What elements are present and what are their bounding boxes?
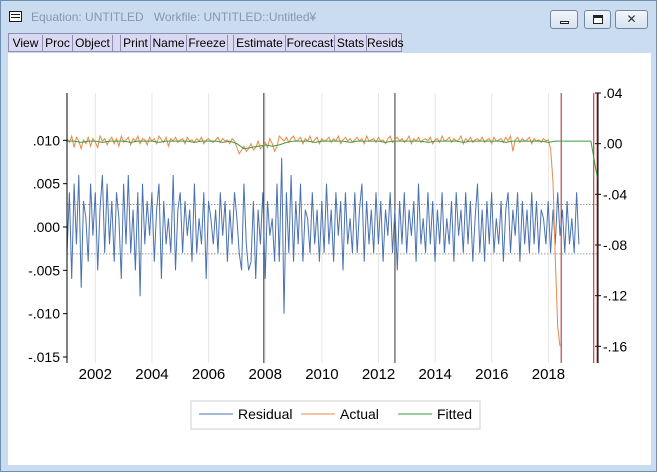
x-axis-tick-label: 2008 <box>249 366 282 383</box>
maximize-icon <box>593 15 603 24</box>
title-bar[interactable]: Equation: UNTITLED Workfile: UNTITLED::U… <box>1 1 656 32</box>
x-axis-tick-label: 2004 <box>135 366 168 383</box>
x-axis-tick-label: 2014 <box>418 366 451 383</box>
x-axis-tick-label: 2006 <box>192 366 225 383</box>
proc-button[interactable]: Proc <box>43 35 73 52</box>
right-axis-tick-label: -.16 <box>603 338 627 354</box>
legend-label-actual: Actual <box>340 406 379 422</box>
print-button[interactable]: Print <box>121 35 151 52</box>
x-axis-tick-label: 2010 <box>305 366 338 383</box>
window-title: Equation: UNTITLED Workfile: UNTITLED::U… <box>31 10 317 24</box>
x-axis-tick-label: 2012 <box>362 366 395 383</box>
residual-graph-area: .010 .005 .000 -.005 -.010 -.015 .04 .00 -.04 -.0… <box>8 53 651 465</box>
object-button[interactable]: Object <box>73 35 113 52</box>
x-axis-tick-label: 2002 <box>79 366 112 383</box>
x-axis-tick-label: 2016 <box>475 366 508 383</box>
view-button[interactable]: View <box>9 35 43 52</box>
left-axis-tick-label: -.010 <box>28 306 60 322</box>
left-axis-tick-label: .005 <box>33 176 60 192</box>
resids-button[interactable]: Resids <box>367 36 404 50</box>
minimize-icon <box>560 21 569 24</box>
estimate-button[interactable]: Estimate <box>234 35 286 52</box>
name-button[interactable]: Name <box>151 35 187 52</box>
stats-button[interactable]: Stats <box>335 35 367 52</box>
legend-label-fitted: Fitted <box>437 406 472 422</box>
right-axis-tick-label: -.12 <box>603 288 627 304</box>
close-icon: ✕ <box>626 12 637 26</box>
residual-actual-fitted-chart: .010 .005 .000 -.005 -.010 -.015 .04 .00 -.04 -.0… <box>28 85 627 430</box>
left-axis-tick-label: -.005 <box>28 262 60 278</box>
toolbar-separator <box>113 35 121 52</box>
left-axis-tick-label: .000 <box>33 219 60 235</box>
fitted-series-line <box>67 140 599 182</box>
equation-toolbar: View Proc Object Print Name Freeze Estim… <box>8 33 404 52</box>
right-axis-tick-label: -.04 <box>603 186 627 202</box>
freeze-button[interactable]: Freeze <box>187 35 228 52</box>
toolbar-separator <box>228 35 234 52</box>
legend-label-residual: Residual <box>238 406 292 422</box>
close-button[interactable]: ✕ <box>615 10 648 29</box>
left-axis-tick-label: .010 <box>33 132 60 148</box>
actual-series-line <box>66 134 561 347</box>
right-axis-tick-label: .04 <box>603 85 623 101</box>
residual-series-line <box>66 157 580 314</box>
x-axis-tick-label: 2018 <box>532 366 565 383</box>
right-axis-tick-label: .00 <box>603 136 623 152</box>
right-axis-tick-label: -.08 <box>603 237 627 253</box>
chart-legend <box>190 400 481 430</box>
left-axis-tick-label: -.015 <box>28 349 60 365</box>
equation-window-icon[interactable] <box>9 11 22 22</box>
forecast-button[interactable]: Forecast <box>286 35 335 52</box>
maximize-button[interactable] <box>584 10 611 29</box>
minimize-button[interactable] <box>550 10 578 29</box>
